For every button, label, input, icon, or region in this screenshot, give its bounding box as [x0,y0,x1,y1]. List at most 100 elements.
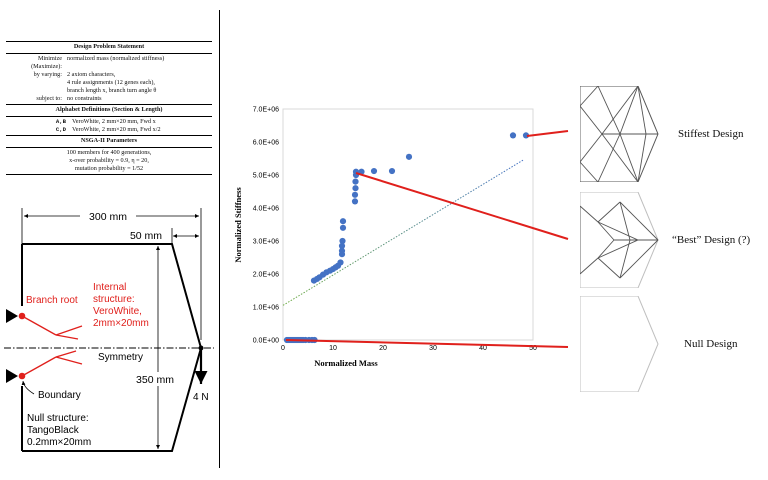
best-design-label: “Best” Design (?) [672,234,751,246]
data-point [337,259,344,266]
x-tick-label: 30 [429,345,437,352]
boundary-conditions-diagram: 300 mm 50 mm 350 mm Symmetry Boundary Br… [4,208,214,452]
problem-value: no constraints [67,95,102,102]
y-tick-label: 6.0E+06 [253,140,279,147]
data-point [339,237,346,245]
dim-label-bg [132,372,180,386]
support-triangle [6,369,18,383]
data-point [339,218,347,225]
alphabet-row: A,B VeroWhite, 2 mm×20 mm, Fwd x [6,118,212,126]
boundary-label: Boundary [38,390,81,401]
boundary-pointer [21,380,35,395]
branch-root-marker [18,312,26,320]
alphabet-row: C,D VeroWhite, 2 mm×20 mm, Fwd x/2 [6,126,212,134]
x-tick-label: 50 [529,345,537,352]
internal-structure-line: Internal [93,282,126,293]
data-point [405,153,413,160]
table-bottom-rule [6,174,212,175]
load-label: 4 N [193,392,209,403]
data-point [339,224,347,231]
x-tick-label: 0 [281,345,285,352]
problem-row: Minimize (Maximize): normalized mass (nor… [6,55,212,71]
internal-structure-line: structure: [93,294,135,305]
table-top-rule [6,41,212,42]
nsga-line: x-over probability = 0.9, η = 20, [69,157,149,164]
y-tick-label: 2.0E+06 [253,272,279,279]
data-points [283,132,530,344]
plot-area [282,108,534,341]
stiffest-design-label: Stiffest Design [678,128,744,140]
table-rule [6,147,212,148]
y-tick-label: 0.0E+00 [253,338,279,345]
connector-best [355,172,569,240]
problem-key: subject to: [36,95,62,102]
dim-350-label: 350 mm [136,374,174,386]
data-point [370,167,378,175]
y-tick-label: 7.0E+06 [253,107,279,114]
table-rule [6,135,212,136]
load-point [198,345,204,351]
data-point [338,242,346,250]
null-structure-line: TangoBlack [27,425,80,436]
data-point [522,132,530,139]
branch-root-marker [18,372,26,380]
data-point [351,198,359,205]
problem-value: normalized mass (normalized stiffness) [67,55,165,62]
x-axis: 0 10 20 30 40 50 [281,345,537,352]
nsga-title: NSGA-II Parameters [80,137,138,144]
null-structure-line: 0.2mm×20mm [27,437,91,448]
branch-root-label: Branch root [26,295,78,306]
x-tick-label: 40 [479,345,487,352]
alphabet-value: VeroWhite, 2 mm×20 mm, Fwd x [72,118,156,125]
mass-stiffness-scatter-chart: 0 10 20 30 40 50 0.0E+00 1.0E+06 2.0E+06 3.0E+06… [233,107,537,369]
data-point [352,185,359,192]
null-design-label: Null Design [684,338,738,350]
data-point [509,132,517,139]
problem-statement-table: Design Problem Statement Minimize (Maxim… [6,40,212,176]
y-tick-label: 4.0E+06 [253,206,279,213]
y-tick-label: 1.0E+06 [253,305,279,312]
null-design-image [580,296,659,392]
alphabet-title: Alphabet Definitions (Section & Length) [55,106,163,113]
problem-row: 4 rule assignments (12 genes each), [6,79,212,87]
problem-key: by varying: [33,71,62,78]
x-axis-title: Normalized Mass [314,358,378,368]
null-structure-line: Null structure: [27,413,89,424]
y-axis-title: Normalized Stiffness [233,187,243,263]
dim-300-label: 300 mm [89,211,127,223]
nsga-line: 100 members for 400 generations, [66,149,152,156]
table-rule [6,104,212,105]
connector-null [285,339,569,348]
internal-structure-line: VeroWhite, [93,306,142,317]
data-point [338,247,346,254]
data-point [388,167,396,175]
problem-value: branch length x, branch turn angle θ [67,87,157,94]
dim-50-label: 50 mm [130,230,162,242]
best-design-image [580,192,659,288]
problem-row: branch length x, branch turn angle θ [6,87,212,95]
problem-row: by varying: 2 axiom characters, [6,71,212,79]
alphabet-key: A,B [55,118,66,125]
alphabet-value: VeroWhite, 2 mm×20 mm, Fwd x/2 [72,126,161,133]
internal-structure-line: 2mm×20mm [93,318,149,329]
table-rule [6,116,212,117]
connector-stiffest [526,130,569,137]
problem-key: Minimize (Maximize): [31,55,62,70]
y-tick-label: 5.0E+06 [253,173,279,180]
symmetry-label: Symmetry [98,352,143,363]
internal-structure-branches [21,315,83,377]
problem-statement-title: Design Problem Statement [73,43,145,50]
problem-value: 4 rule assignments (12 genes each), [67,79,155,86]
y-tick-label: 3.0E+06 [253,239,279,246]
alphabet-key: C,D [55,126,66,133]
problem-value: 2 axiom characters, [67,71,116,78]
x-tick-label: 20 [379,345,387,352]
nsga-line: mutation probability = 1/52 [74,165,144,172]
data-point [352,178,359,185]
problem-row: subject to: no constraints [6,95,212,103]
data-point [351,191,359,198]
support-triangle [6,309,18,323]
vertical-divider [219,10,220,468]
y-axis: 0.0E+00 1.0E+06 2.0E+06 3.0E+06 4.0E+06 5.0E+… [253,107,279,345]
